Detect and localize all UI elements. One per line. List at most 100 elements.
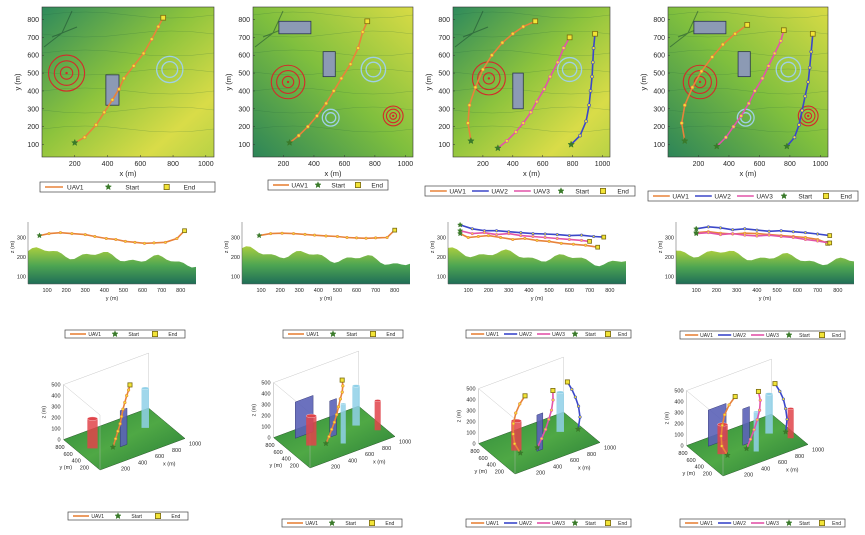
z-axis-label: z (m) <box>252 404 258 417</box>
end-marker <box>587 239 592 244</box>
x-tick-label: 600 <box>134 161 146 168</box>
waypoint-marker <box>755 418 759 422</box>
waypoint-marker <box>718 233 722 237</box>
waypoint-marker <box>94 123 98 127</box>
end-marker <box>744 22 751 28</box>
waypoint-marker <box>519 234 523 238</box>
legend: UAV1 UAV2 UAV3 Start End <box>679 518 846 528</box>
end-marker <box>772 381 778 387</box>
waypoint-marker <box>119 414 124 419</box>
threat-center <box>65 71 68 75</box>
view3d-panel-1: 0100200300400500200400600800100020040060… <box>42 352 201 521</box>
legend-label-start: Start <box>345 521 356 527</box>
start-marker <box>456 227 464 234</box>
waypoint-marker <box>779 229 783 233</box>
legend: UAV1 UAV2 UAV3 Start End <box>679 330 846 340</box>
waypoint-marker <box>807 65 812 70</box>
y-tick-label: 500 <box>653 71 665 78</box>
waypoint-marker <box>519 231 523 235</box>
legend-box <box>64 329 186 339</box>
waypoint-marker <box>296 133 301 138</box>
legend-label-end: End <box>832 333 841 339</box>
waypoint-marker <box>592 235 596 239</box>
waypoint-marker <box>548 74 552 79</box>
waypoint-marker <box>507 232 511 236</box>
waypoint-marker <box>163 240 167 244</box>
y-tick-label: 700 <box>438 35 450 42</box>
terrain-contour <box>452 30 611 38</box>
start-marker <box>256 232 263 239</box>
y-tick-label: 800 <box>27 17 39 24</box>
waypoint-marker <box>579 238 583 242</box>
waypoint-marker <box>58 231 62 235</box>
x-tick-label: 700 <box>371 288 380 294</box>
waypoint-marker <box>719 434 723 438</box>
z-tick-label: 400 <box>51 394 60 400</box>
radar-zone <box>780 61 797 78</box>
x-tick-label: 600 <box>155 454 164 460</box>
z-tick-label: 400 <box>466 398 475 404</box>
building-3d <box>536 412 544 452</box>
x-tick-label: 400 <box>100 288 109 294</box>
x-axis-label: x (m) <box>739 169 757 178</box>
y-tick-label: 300 <box>238 106 250 113</box>
end-marker <box>522 393 528 399</box>
z-tick-label: 300 <box>261 403 270 409</box>
legend-label-end: End <box>371 182 383 189</box>
y-tick-label: 100 <box>238 142 250 149</box>
waypoint-marker <box>499 236 503 240</box>
terrain-contour <box>252 11 414 19</box>
end-marker <box>600 187 607 194</box>
waypoint-marker <box>784 406 788 411</box>
radar-zone <box>156 55 184 84</box>
z-tick-label: 400 <box>261 392 270 398</box>
x-tick-label: 600 <box>565 288 574 294</box>
waypoint-marker <box>521 24 526 29</box>
y-tick-label: 800 <box>238 17 250 24</box>
x-axis-label: x (m) <box>324 169 342 178</box>
x-tick-label: 700 <box>585 288 594 294</box>
end-marker <box>827 240 833 246</box>
radar-cylinder-top <box>753 410 759 413</box>
building-obstacle <box>278 20 312 35</box>
y-tick-label: 800 <box>653 17 665 24</box>
waypoint-marker <box>733 31 737 36</box>
y-tick-label: 400 <box>27 88 39 95</box>
z-tick-label: 0 <box>472 442 475 448</box>
y-tick-label: 500 <box>27 71 39 78</box>
waypoint-marker <box>466 236 470 240</box>
x-tick-label: 200 <box>331 465 340 471</box>
y-tick-label: 200 <box>290 463 299 469</box>
end-marker <box>154 513 161 520</box>
x-tick-label: 800 <box>784 161 796 168</box>
y-tick-label: 100 <box>665 274 674 280</box>
legend-label-uav2: UAV2 <box>519 332 532 338</box>
waypoint-marker <box>149 37 154 41</box>
waypoint-marker <box>360 30 365 34</box>
waypoint-marker <box>511 31 515 36</box>
threat-cylinder-top <box>374 399 381 402</box>
terrain-contour <box>41 49 215 57</box>
y-tick-label: 500 <box>438 71 450 78</box>
y-tick-label: 600 <box>27 53 39 60</box>
x-tick-label: 1000 <box>198 161 214 168</box>
legend-label-end: End <box>171 514 180 520</box>
terrain-profile <box>28 247 196 284</box>
radar-cylinder <box>753 411 759 452</box>
waypoint-marker <box>535 238 539 242</box>
x-tick-label: 100 <box>464 288 473 294</box>
waypoint-marker <box>559 241 563 245</box>
x-tick-label: 800 <box>369 161 381 168</box>
legend-label-start: Start <box>799 521 810 527</box>
waypoint-marker <box>779 235 783 239</box>
waypoint-marker <box>470 232 474 236</box>
waypoint-marker <box>467 103 472 108</box>
waypoint-marker <box>473 85 478 90</box>
y-tick-label: 600 <box>64 452 73 458</box>
start-marker <box>785 519 793 527</box>
x-axis-label: x (m) <box>163 462 176 468</box>
threat-cylinder <box>306 415 317 446</box>
y-tick-label: 800 <box>678 451 687 457</box>
building-obstacle <box>737 51 751 78</box>
